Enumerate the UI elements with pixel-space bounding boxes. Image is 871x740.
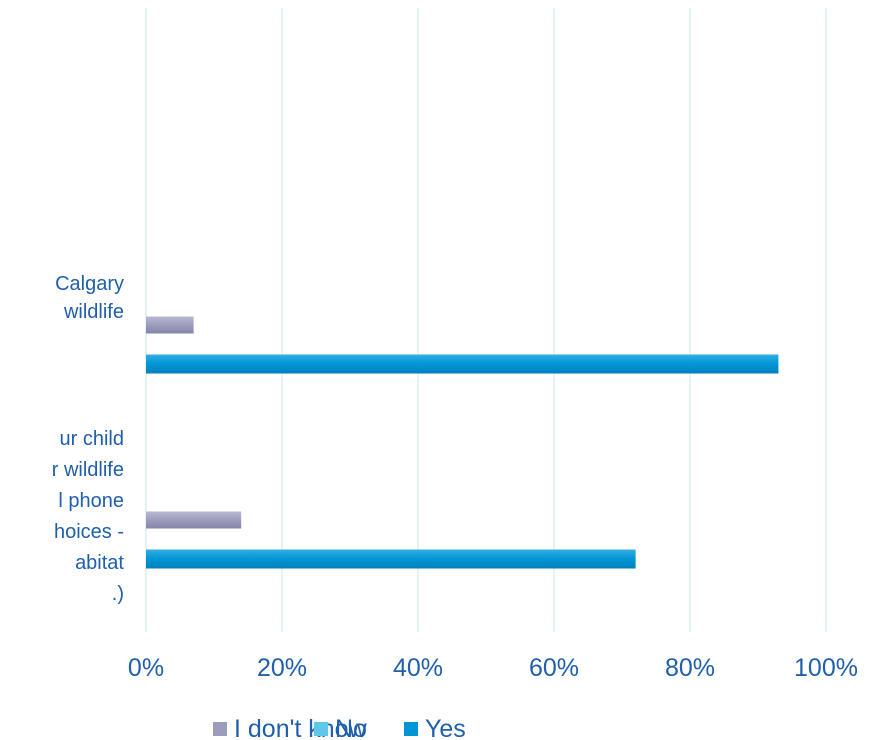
x-axis-tick-labels: 0% 20% 40% 60% 80% 100% bbox=[128, 654, 858, 682]
category-label-line: ur child bbox=[60, 428, 124, 450]
legend-swatch bbox=[404, 722, 418, 736]
bars bbox=[146, 316, 779, 569]
legend-label: Yes bbox=[425, 715, 466, 740]
bar-yes-cat-1 bbox=[146, 549, 636, 569]
category-label-line: r wildlife bbox=[52, 459, 124, 481]
category-label-line: .) bbox=[112, 583, 124, 605]
x-tick-label-4: 80% bbox=[665, 654, 715, 682]
category-label-line: abitat bbox=[75, 552, 124, 574]
legend-item-no: No bbox=[314, 715, 367, 740]
bar-yes-cat-0 bbox=[146, 354, 779, 374]
legend-item-yes: Yes bbox=[404, 715, 466, 740]
category-label-line: l phone bbox=[58, 490, 124, 512]
category-label-1: ur child r wildlife l phone hoices - abitat.… bbox=[52, 428, 125, 605]
legend-item-i-don-t-know: I don't know bbox=[213, 715, 368, 740]
bar-i-don-t-know-cat-0 bbox=[146, 316, 194, 334]
gridlines bbox=[145, 8, 827, 632]
category-label-line: Calgary bbox=[55, 273, 124, 295]
x-tick-label-2: 40% bbox=[393, 654, 443, 682]
legend-swatch bbox=[314, 722, 328, 736]
category-label-0: Calgary wildlife bbox=[55, 273, 124, 323]
x-tick-label-1: 20% bbox=[257, 654, 307, 682]
x-tick-label-5: 100% bbox=[794, 654, 858, 682]
x-tick-label-3: 60% bbox=[529, 654, 579, 682]
legend-label: No bbox=[335, 715, 367, 740]
bar-i-don-t-know-cat-1 bbox=[146, 511, 242, 529]
category-label-line: wildlife bbox=[63, 301, 124, 323]
x-tick-label-0: 0% bbox=[128, 654, 164, 682]
category-label-line: hoices - bbox=[54, 521, 124, 543]
legend-label: I don't know bbox=[234, 715, 368, 740]
legend-swatch bbox=[213, 722, 227, 736]
category-labels: Calgary wildlife ur child r wildlife l phone… bbox=[52, 273, 125, 605]
